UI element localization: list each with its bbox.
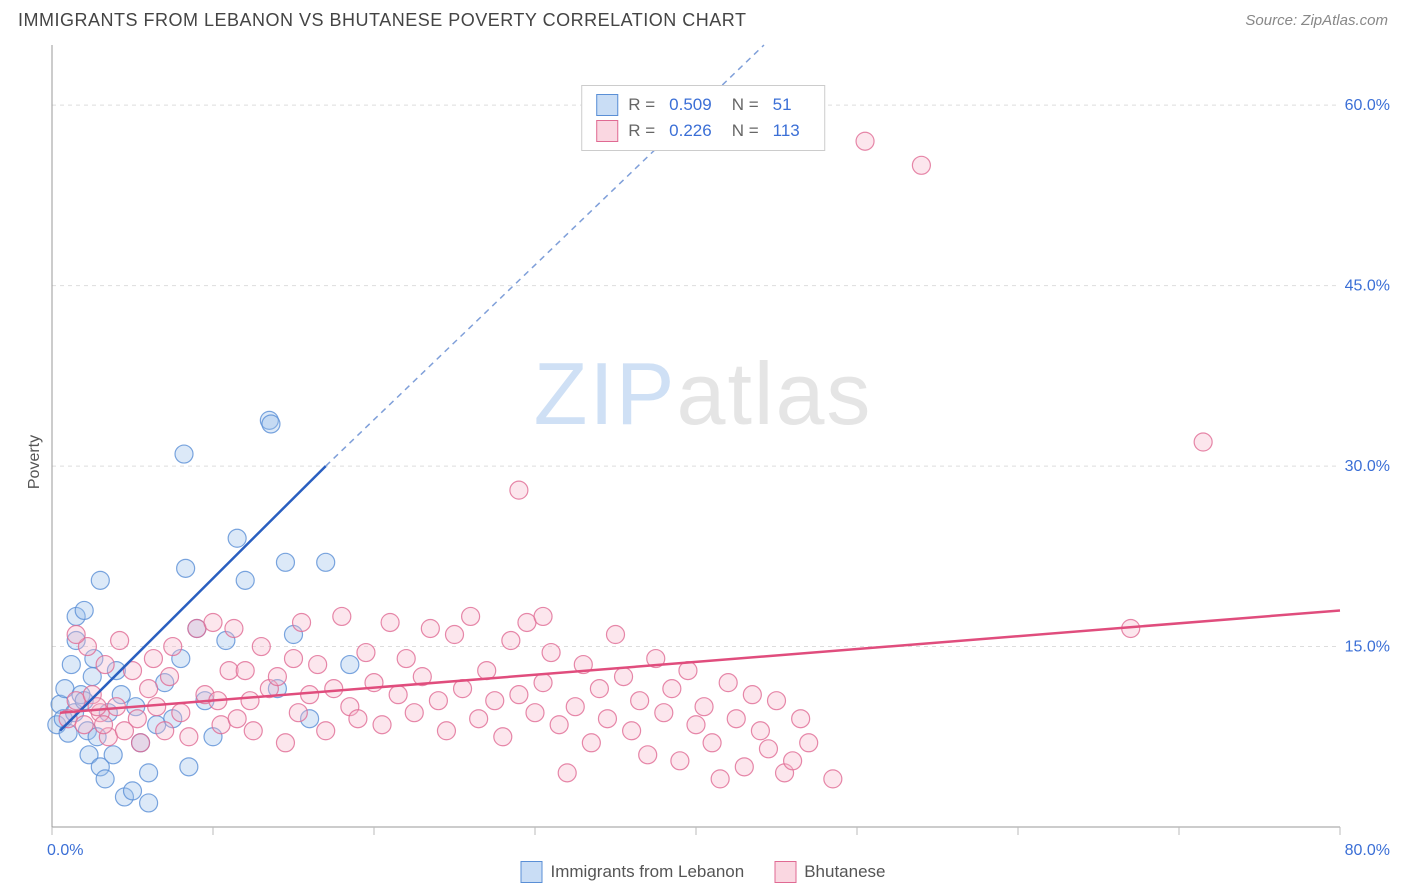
svg-text:60.0%: 60.0% [1345,97,1390,114]
legend-item-bhutanese: Bhutanese [774,861,885,883]
svg-text:45.0%: 45.0% [1345,278,1390,295]
swatch-blue [521,861,543,883]
y-axis-label: Poverty [26,435,44,489]
svg-text:15.0%: 15.0% [1345,639,1390,656]
scatter-plot: 15.0% 30.0% 45.0% 60.0% 0.0% 80.0% [0,37,1406,867]
source-link[interactable]: ZipAtlas.com [1301,12,1388,29]
svg-text:80.0%: 80.0% [1345,842,1390,859]
series-legend: Immigrants from Lebanon Bhutanese [521,861,886,883]
stats-legend: R = 0.509 N = 51 R = 0.226 N = 113 [581,85,825,151]
svg-text:0.0%: 0.0% [47,842,83,859]
chart-title: IMMIGRANTS FROM LEBANON VS BHUTANESE POV… [18,10,746,31]
stats-row-pink: R = 0.226 N = 113 [596,118,810,144]
chart-area: Poverty ZIPatlas 15.0%30.0%45.0%60.0%0.0… [0,37,1406,887]
header: IMMIGRANTS FROM LEBANON VS BHUTANESE POV… [0,0,1406,37]
swatch-pink [596,120,618,142]
source-attribution: Source: ZipAtlas.com [1245,12,1388,29]
stats-row-blue: R = 0.509 N = 51 [596,92,810,118]
swatch-pink [774,861,796,883]
legend-item-lebanon: Immigrants from Lebanon [521,861,745,883]
swatch-blue [596,94,618,116]
svg-text:30.0%: 30.0% [1345,458,1390,475]
